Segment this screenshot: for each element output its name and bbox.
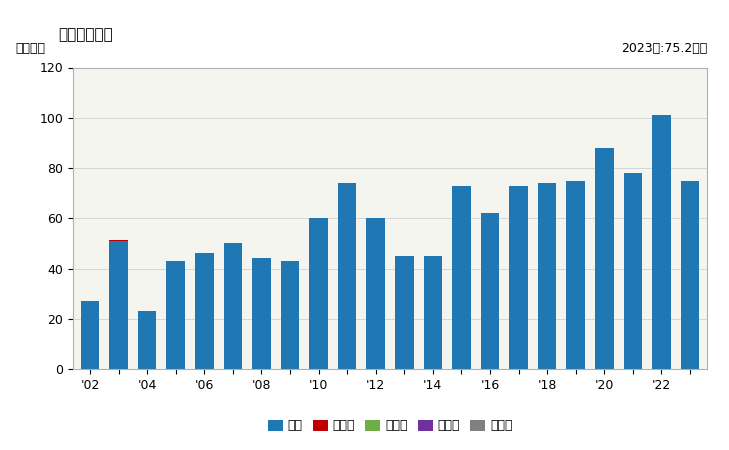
Bar [81,301,99,369]
Bar [681,180,699,369]
Bar [452,185,471,369]
Bar [367,218,385,369]
Bar [538,183,556,369]
Bar [395,256,413,369]
Bar [338,183,356,369]
Bar [138,311,157,369]
Legend: 中国, ドイツ, ロシア, カナダ, その他: 中国, ドイツ, ロシア, カナダ, その他 [262,414,518,437]
Bar [224,243,242,369]
Bar [109,239,128,241]
Bar [510,185,528,369]
Bar [109,241,128,369]
Bar [252,258,270,369]
Bar [595,148,614,369]
Bar [566,180,585,369]
Bar [424,256,443,369]
Bar [281,261,300,369]
Bar [166,261,185,369]
Bar [309,218,328,369]
Bar [652,115,671,369]
Bar [195,253,214,369]
Text: 単位トン: 単位トン [16,42,46,55]
Text: 2023年:75.2トン: 2023年:75.2トン [621,42,707,55]
Bar [480,213,499,369]
Bar [623,173,642,369]
Text: 輸入量の推移: 輸入量の推移 [58,27,113,42]
